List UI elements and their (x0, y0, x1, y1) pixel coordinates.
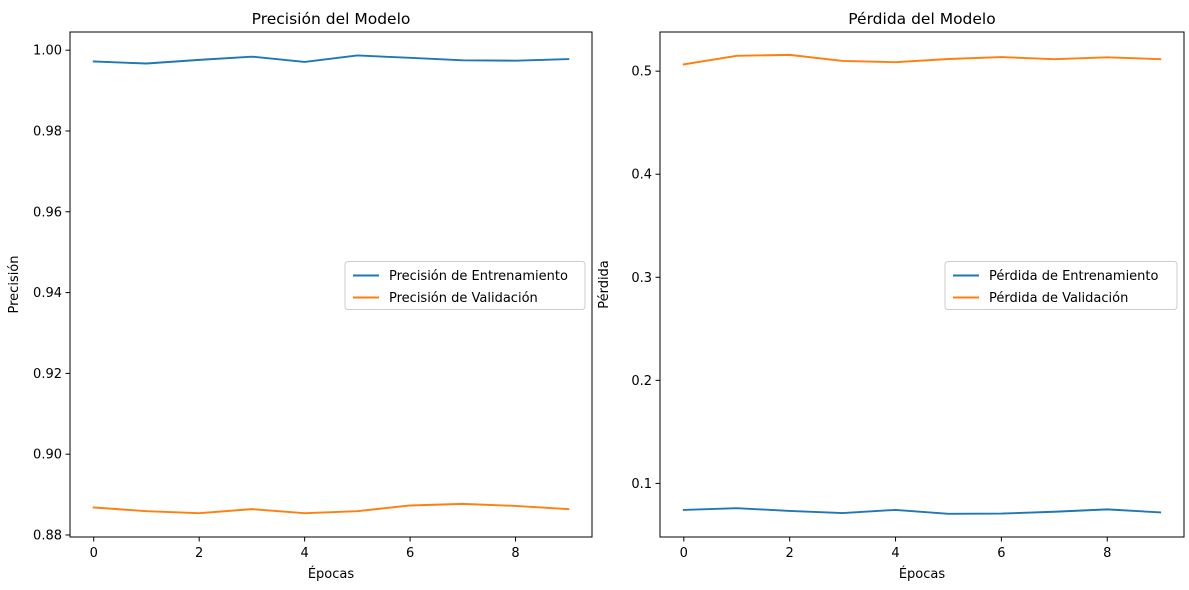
loss-chart: Pérdida del Modelo 0 2 4 6 8 0.1 0.2 0.3 0.4 0.5 Ép… (597, 10, 1185, 582)
accuracy-legend-label-training: Precisión de Entrenamiento (389, 269, 568, 284)
loss-y-tick-label: 0.1 (631, 477, 652, 492)
loss-x-tick-label: 6 (997, 546, 1005, 561)
accuracy-y-tick-label: 0.88 (33, 528, 62, 543)
loss-legend-label-training: Pérdida de Entrenamiento (989, 269, 1159, 284)
loss-x-tick-label: 8 (1103, 546, 1111, 561)
accuracy-plot-frame (69, 31, 593, 538)
accuracy-y-tick-label: 0.96 (33, 205, 62, 220)
accuracy-y-tick-label: 1.00 (33, 44, 62, 59)
loss-x-tick-label: 0 (680, 546, 688, 561)
loss-y-axis-label: Pérdida (597, 260, 612, 309)
loss-plot-frame (659, 31, 1185, 538)
accuracy-series-line-validation (92, 502, 570, 515)
accuracy-y-tick-label: 0.92 (33, 367, 62, 382)
accuracy-x-tick-label: 4 (300, 546, 308, 561)
accuracy-chart-title: Precisión del Modelo (252, 10, 411, 28)
loss-y-tick-label: 0.5 (631, 65, 652, 80)
loss-x-tick-label: 2 (786, 546, 794, 561)
accuracy-x-tick-label: 8 (511, 546, 519, 561)
loss-y-tick-label: 0.2 (631, 374, 652, 389)
loss-legend-frame (944, 261, 1178, 310)
accuracy-series-line-training (92, 54, 570, 65)
loss-chart-title: Pérdida del Modelo (848, 10, 995, 28)
loss-series-line-training (682, 507, 1162, 515)
accuracy-y-tick-label: 0.90 (33, 448, 62, 463)
accuracy-x-tick-label: 0 (90, 546, 98, 561)
accuracy-legend-frame (344, 261, 586, 310)
accuracy-y-axis-label: Precisión (7, 255, 22, 313)
loss-x-axis-label: Épocas (899, 566, 946, 582)
accuracy-chart: Precisión del Modelo 0 2 4 6 8 0.88 0.90 0.92 0.9… (7, 10, 593, 582)
loss-x-tick-label: 4 (891, 546, 899, 561)
accuracy-x-tick-label: 6 (406, 546, 414, 561)
loss-series-line-validation (682, 53, 1162, 66)
accuracy-legend: Precisión de Entrenamiento Precisión de V… (344, 261, 586, 310)
accuracy-legend-label-validation: Precisión de Validación (389, 291, 538, 306)
accuracy-x-tick-label: 2 (195, 546, 203, 561)
loss-legend: Pérdida de Entrenamiento Pérdida de Valid… (944, 261, 1178, 310)
loss-y-tick-label: 0.4 (631, 168, 652, 183)
accuracy-x-axis-label: Épocas (308, 566, 355, 582)
accuracy-y-tick-label: 0.94 (33, 286, 62, 301)
accuracy-y-tick-label: 0.98 (33, 124, 62, 139)
loss-legend-label-validation: Pérdida de Validación (989, 291, 1128, 306)
loss-y-tick-label: 0.3 (631, 271, 652, 286)
